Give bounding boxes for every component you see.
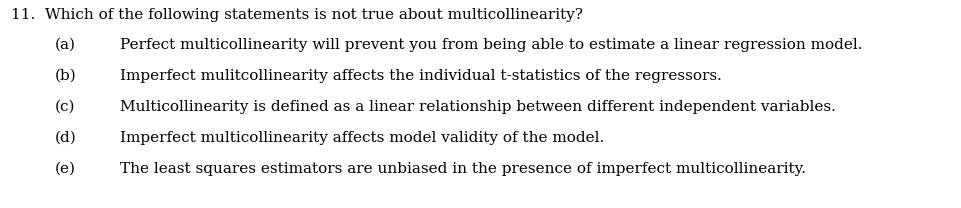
Text: Imperfect mulitcollinearity affects the individual t-statistics of the regressor: Imperfect mulitcollinearity affects the … xyxy=(120,69,721,83)
Text: (a): (a) xyxy=(55,38,76,52)
Text: (d): (d) xyxy=(55,131,77,145)
Text: 11.  Which of the following statements is not true about multicollinearity?: 11. Which of the following statements is… xyxy=(11,8,582,22)
Text: Multicollinearity is defined as a linear relationship between different independ: Multicollinearity is defined as a linear… xyxy=(120,100,835,114)
Text: Perfect multicollinearity will prevent you from being able to estimate a linear : Perfect multicollinearity will prevent y… xyxy=(120,38,862,52)
Text: The least squares estimators are unbiased in the presence of imperfect multicoll: The least squares estimators are unbiase… xyxy=(120,162,805,176)
Text: (e): (e) xyxy=(55,162,76,176)
Text: Imperfect multicollinearity affects model validity of the model.: Imperfect multicollinearity affects mode… xyxy=(120,131,604,145)
Text: (c): (c) xyxy=(55,100,75,114)
Text: (b): (b) xyxy=(55,69,77,83)
